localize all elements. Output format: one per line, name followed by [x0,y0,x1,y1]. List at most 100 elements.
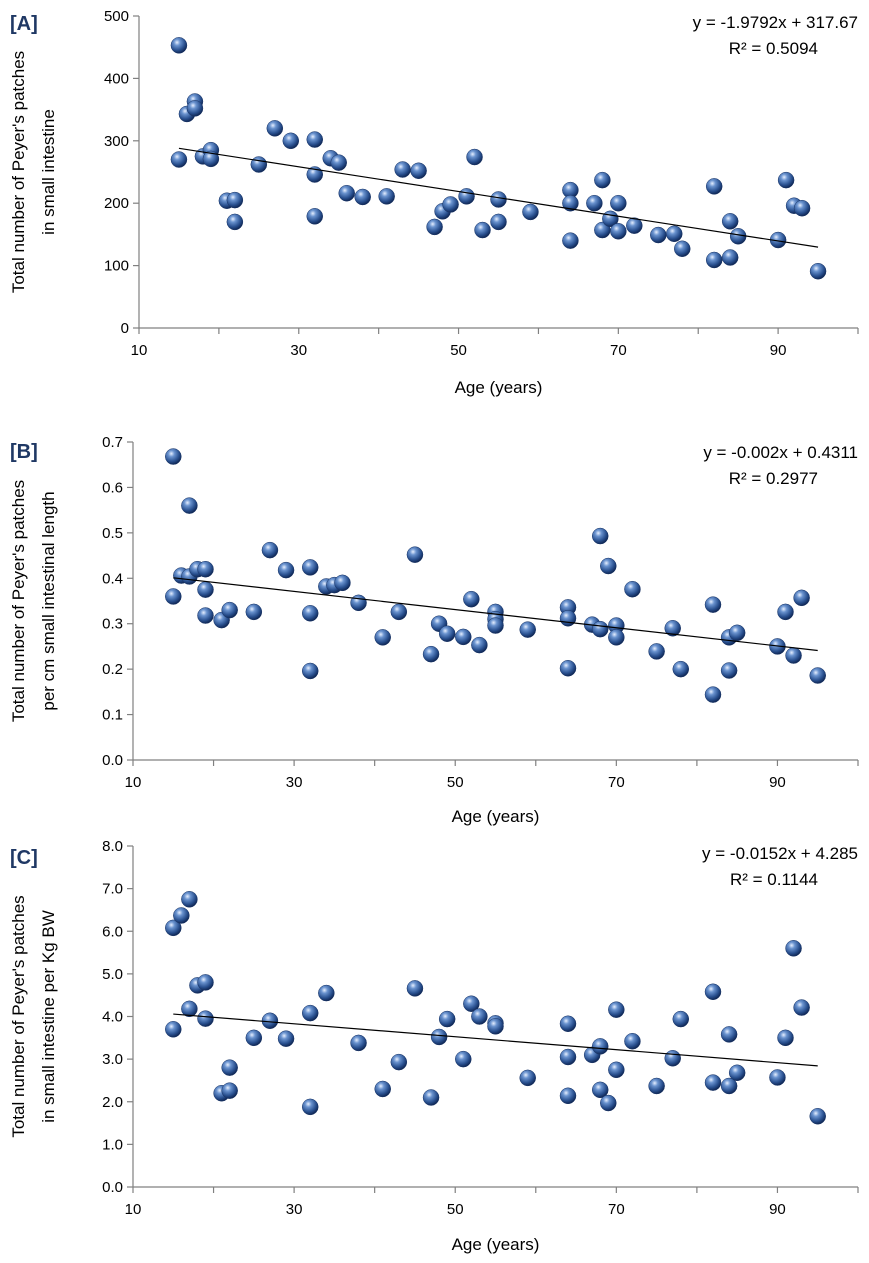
data-point [186,100,204,117]
data-point [591,1081,609,1099]
data-point [624,580,641,598]
data-point [728,1064,746,1082]
data-point [422,645,440,663]
data-point [463,590,480,608]
data-point [729,228,747,245]
data-point [202,150,220,168]
y-axis-title: Total number of Peyer's patches [9,51,28,293]
y-tick-label: 0.3 [102,616,123,633]
x-tick-label: 50 [447,1201,464,1218]
data-point [474,221,491,239]
trendline-equation: y = -0.0152x + 4.285 [702,844,858,863]
data-point [809,262,827,280]
data-point [704,983,722,1001]
data-point [394,161,411,178]
data-point [704,596,722,613]
y-tick-label: 2.0 [102,1094,123,1111]
data-point [197,607,214,624]
data-point [705,178,723,195]
data-point [301,559,319,576]
trendline-equation: y = -1.9792x + 317.67 [693,13,858,32]
data-point [226,191,244,209]
y-tick-label: 5.0 [102,966,123,983]
y-tick-label: 6.0 [102,923,123,940]
y-tick-label: 0.0 [102,1179,123,1196]
x-tick-label: 30 [290,342,307,359]
data-point [562,232,579,249]
data-point [559,1048,577,1066]
data-point [608,1001,625,1018]
data-point [181,891,198,908]
data-point [559,1087,577,1105]
data-point [181,1000,198,1018]
data-point [793,999,810,1016]
data-point [487,617,504,634]
x-tick-label: 70 [608,774,625,791]
data-point [648,643,665,660]
panel-label: [B] [10,441,38,463]
data-point [608,1061,625,1079]
data-point [591,620,609,638]
data-point [594,171,611,189]
data-point [173,907,190,924]
data-point [197,560,214,578]
y-tick-label: 0.5 [102,525,123,542]
data-point [466,148,483,166]
y-tick-label: 0.4 [102,570,123,587]
panel-c: 0.0 1.0 2.0 3.0 4.0 5.0 6.0 7.0 8.0 10 30 50 70 90 Age… [9,838,859,1254]
data-point [720,662,738,679]
data-point [226,213,244,231]
data-point [600,557,617,575]
data-point [338,184,355,202]
x-axis-title: Age (years) [452,807,540,826]
data-point [672,1010,690,1028]
data-point [318,984,335,1002]
y-tick-label: 8.0 [102,838,123,855]
data-point [705,251,723,269]
data-point [664,1050,681,1067]
data-point [165,919,182,937]
data-point [390,1053,408,1071]
data-point [301,662,319,680]
data-point [197,1010,214,1027]
panel-a: 0 100 200 300 400 500 10 30 50 70 90 Age (years) Tot… [9,8,859,397]
data-point [197,581,214,598]
y-axis-title: Total number of Peyer's patches [9,480,28,722]
data-point [519,621,536,638]
data-point [728,624,746,642]
data-point [221,1082,238,1099]
r-squared-label: R² = 0.2977 [729,469,818,488]
data-point [777,603,794,621]
data-point [374,1080,391,1098]
y-tick-label: 500 [104,8,129,25]
data-point [406,546,424,563]
data-point [165,448,182,465]
data-point [626,217,643,234]
data-point [250,156,268,173]
data-point [350,594,367,612]
y-tick-label: 0.0 [102,752,123,769]
data-point [673,240,691,258]
data-point [442,196,459,213]
trendline [178,147,819,248]
data-point [721,213,739,230]
x-axis-title: Age (years) [452,1235,540,1254]
data-point [410,162,427,180]
x-tick-label: 10 [125,1201,142,1218]
x-tick-label: 10 [131,342,148,359]
data-point [624,1032,641,1050]
data-point [455,628,472,646]
x-tick-label: 30 [286,774,303,791]
y-axis-title: in small intestine per Kg BW [39,910,58,1123]
data-point [610,223,627,240]
y-tick-label: 4.0 [102,1009,123,1026]
data-point [785,940,802,957]
data-point [591,527,609,545]
y-tick-label: 0.2 [102,661,123,678]
data-point [562,194,579,212]
data-point [490,191,507,208]
data-point [672,660,690,678]
data-point [390,603,408,621]
y-tick-label: 200 [104,195,129,212]
trendline [173,1013,818,1067]
